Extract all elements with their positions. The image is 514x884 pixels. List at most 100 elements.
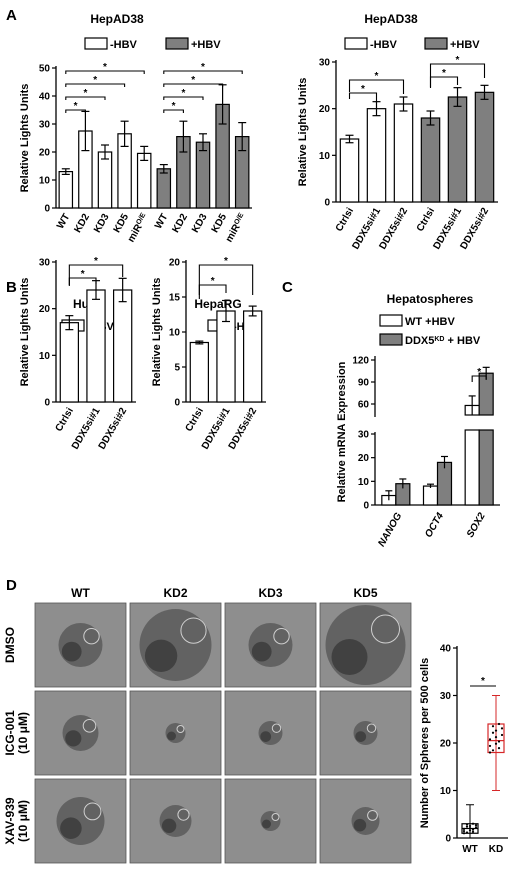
point-d-1-7 xyxy=(494,736,498,739)
sphere-core-2-1 xyxy=(161,818,177,833)
x-tick-label-B2-0: Ctrlsi xyxy=(184,406,206,434)
y-axis-title-d: Number of Spheres per 500 cells xyxy=(419,658,431,829)
sig-bracket-a2-3-star: * xyxy=(442,68,446,79)
y-tick-label-d-2: 20 xyxy=(440,739,452,750)
sphere-edge-0-0 xyxy=(83,628,100,645)
point-d-0-2 xyxy=(468,829,472,832)
y-tick-label-A1-4: 40 xyxy=(39,92,51,103)
sphere-core-0-1 xyxy=(144,639,178,672)
sig-bracket-b2-1 xyxy=(198,284,227,299)
point-d-1-8 xyxy=(497,747,501,750)
sphere-edge-1-0 xyxy=(82,719,97,733)
sig-bracket-a1-7 xyxy=(163,109,184,113)
legend-swatch-A1-0 xyxy=(84,37,108,50)
sphere-edge-0-2 xyxy=(273,628,290,645)
sig-bracket-a1-2-star: * xyxy=(83,88,87,99)
sig-bracket-b1-0-star: * xyxy=(94,256,98,267)
bar-c-1-0 xyxy=(422,485,439,506)
bar-B1-0 xyxy=(59,322,79,403)
y-tick-label-d-0: 0 xyxy=(445,834,451,845)
sphere-edge-2-0 xyxy=(83,802,102,821)
chart-title-B2: HepaRG xyxy=(194,297,241,311)
chart-title-A1: HepAD38 xyxy=(90,12,144,26)
sig-bracket-c-0-star: * xyxy=(477,367,481,378)
sig-bracket-a1-5-star: * xyxy=(191,75,195,86)
chart-title-A2: HepAD38 xyxy=(364,12,418,26)
legend-label-A1-0: -HBV xyxy=(110,39,138,51)
x-tick-label-A1-1: KD2 xyxy=(72,212,92,235)
point-d-1-10 xyxy=(488,738,492,741)
y-tick-label-A1-0: 0 xyxy=(44,204,50,215)
bar-A1-2 xyxy=(97,151,113,209)
x-tick-label-A1-2: KD3 xyxy=(92,212,112,235)
sphere-core-1-0 xyxy=(65,730,82,747)
x-tick-label-A1-5: WT xyxy=(153,212,170,231)
sig-bracket-a2-3 xyxy=(429,76,459,87)
panel-letter-a: A xyxy=(6,7,17,24)
y-tick-label-B2-3: 15 xyxy=(169,293,181,304)
x-tick-label-d-0: WT xyxy=(462,844,478,855)
point-d-1-9 xyxy=(500,727,504,730)
sig-bracket-b2-0-star: * xyxy=(224,256,228,267)
bar-B2-2 xyxy=(243,310,263,403)
sphere-edge-0-3 xyxy=(371,614,400,644)
y-tick-label-A2-1: 10 xyxy=(319,151,331,162)
sig-bracket-a2-0 xyxy=(348,79,405,94)
legend-swatch-c-0 xyxy=(379,314,403,327)
sphere-edge-1-3 xyxy=(366,723,377,733)
y-tick-label-A2-0: 0 xyxy=(324,198,330,209)
legend-label-A2-0: -HBV xyxy=(370,39,398,51)
sig-bracket-a2-2-star: * xyxy=(456,55,460,66)
bar-A2-0 xyxy=(339,138,360,203)
bar-c-1-1 xyxy=(436,461,453,506)
y-tick-label-A1-5: 50 xyxy=(39,64,51,75)
sphere-core-1-3 xyxy=(355,731,367,742)
x-tick-label-A1-6: KD2 xyxy=(170,212,190,235)
sphere-core-2-3 xyxy=(353,818,367,832)
sig-bracket-a1-3-star: * xyxy=(74,101,78,112)
sig-bracket-a1-6-star: * xyxy=(181,88,185,99)
point-d-1-6 xyxy=(491,725,495,728)
sig-bracket-c-0 xyxy=(471,375,487,382)
sphere-core-0-3 xyxy=(331,639,368,675)
sphere-edge-2-1 xyxy=(177,808,190,821)
y-axis-title-c: Relative mRNA Expression xyxy=(336,361,348,502)
y-axis-title-A1: Relative Lights Units xyxy=(19,84,31,193)
y-tick-label-d-4: 40 xyxy=(440,644,452,655)
bar-B1-2 xyxy=(112,289,133,403)
y-tick-label-B2-0: 0 xyxy=(174,398,180,409)
y-tick-label-B1-0: 0 xyxy=(44,398,50,409)
x-tick-label-c-1: OCT4 xyxy=(423,511,446,540)
point-d-0-8 xyxy=(471,830,475,833)
bar-A2-5 xyxy=(474,91,495,203)
sig-bracket-b1-1 xyxy=(68,277,97,286)
sig-bracket-a2-2 xyxy=(429,63,486,88)
point-d-0-10 xyxy=(462,827,466,830)
x-tick-label-c-2: SOX2 xyxy=(465,511,488,540)
point-d-0-5 xyxy=(462,829,466,833)
micrograph-row-label-2-0: XAV-939 xyxy=(3,797,17,844)
sig-bracket-a1-1 xyxy=(65,83,126,87)
sig-bracket-a1-5 xyxy=(163,83,224,87)
micrograph-col-label-2: KD3 xyxy=(258,586,282,600)
sig-bracket-d-0-star: * xyxy=(481,676,485,687)
bar-A2-3 xyxy=(420,117,441,203)
panel-letter-d: D xyxy=(6,577,17,594)
x-tick-label-A1-7: KD3 xyxy=(190,212,210,235)
point-d-1-4 xyxy=(500,733,504,737)
sig-bracket-b2-0 xyxy=(198,264,254,295)
y-tick-label-B1-2: 20 xyxy=(39,304,51,315)
sig-bracket-a1-1-star: * xyxy=(93,75,97,86)
y-tick-label-c-up-2: 120 xyxy=(352,356,369,367)
y-tick-label-A2-2: 20 xyxy=(319,104,331,115)
bar-c-2-1 xyxy=(478,429,494,506)
chart-title-c: Hepatospheres xyxy=(387,292,474,306)
legend-swatch-c-1 xyxy=(379,333,403,346)
sphere-edge-1-1 xyxy=(176,725,185,733)
x-tick-label-d-1: KD xyxy=(489,844,503,855)
micrograph-row-label-1-0: ICG-001 xyxy=(3,710,17,756)
x-tick-label-A2-0: Ctrlsi xyxy=(334,206,356,234)
sig-bracket-a1-4-star: * xyxy=(201,62,205,73)
point-d-0-4 xyxy=(474,826,478,829)
